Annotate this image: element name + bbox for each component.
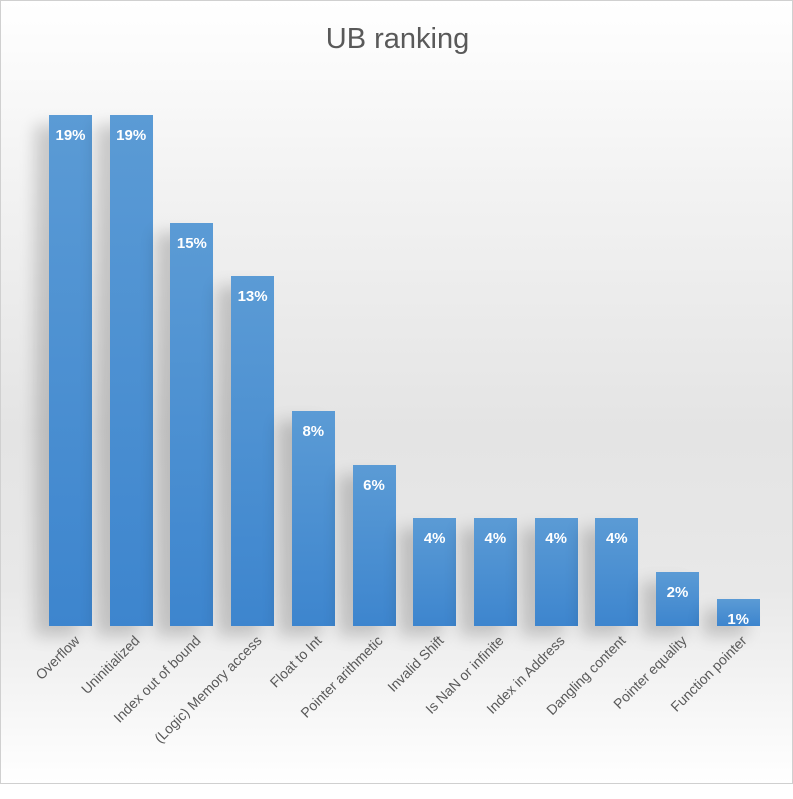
data-label: 19% — [116, 127, 147, 144]
bar: 6% — [352, 464, 396, 626]
data-label: 8% — [302, 422, 325, 440]
bar: 13% — [231, 276, 275, 626]
data-label: 6% — [363, 476, 385, 494]
data-label: 19% — [55, 127, 86, 144]
data-label: 4% — [484, 530, 507, 548]
bar: 15% — [170, 222, 214, 626]
bar: 8% — [291, 410, 335, 626]
bar: 19% — [49, 115, 92, 626]
bar: 4% — [534, 518, 578, 626]
bar: 2% — [656, 572, 699, 626]
data-label: 2% — [666, 584, 689, 602]
bar: 4% — [595, 518, 639, 626]
data-label: 4% — [605, 530, 628, 548]
data-label: 4% — [545, 530, 567, 548]
chart-title: UB ranking — [325, 23, 470, 55]
bar: 4% — [473, 518, 517, 626]
bar: 19% — [109, 115, 153, 626]
data-label: 13% — [237, 288, 268, 306]
data-label: 15% — [176, 234, 207, 252]
plot-area: 19% Overflow 19% Uninitialized 15% Index out … — [1, 1, 793, 785]
bar: 4% — [413, 518, 457, 626]
data-label: 4% — [423, 530, 446, 548]
bar: 1% — [716, 599, 760, 629]
data-label: 1% — [727, 611, 750, 629]
